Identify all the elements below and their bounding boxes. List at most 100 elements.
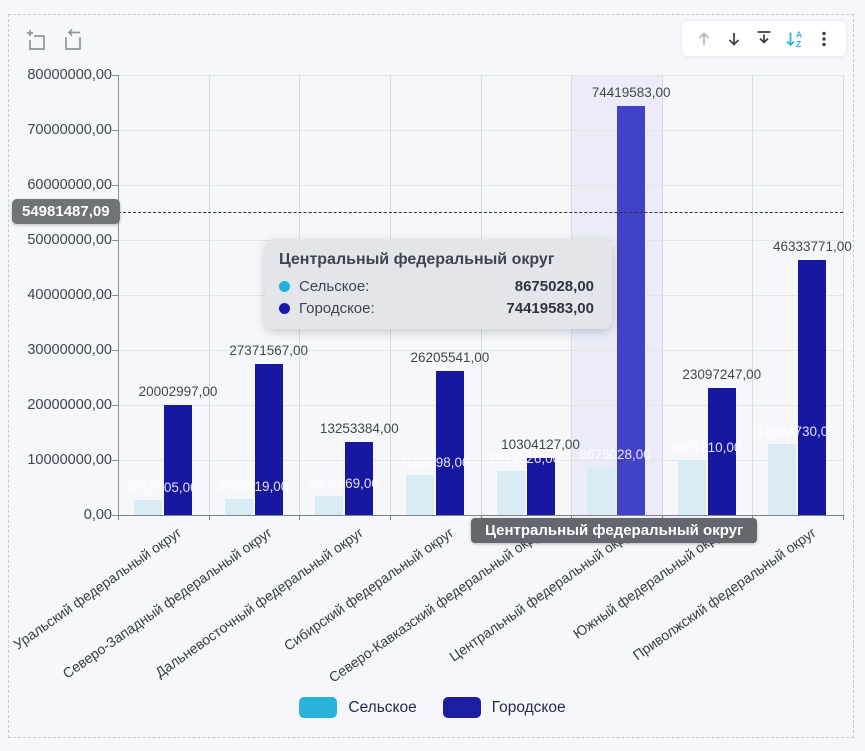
bar-urban-4[interactable] (526, 458, 555, 515)
legend-label: Сельское (348, 698, 417, 716)
y-tick (112, 405, 118, 406)
x-gridline (752, 75, 754, 515)
zoom-tools (24, 28, 84, 52)
bar-value-urban: 26205541,00 (410, 349, 490, 365)
more-menu-icon[interactable] (812, 27, 836, 51)
x-tick (480, 515, 482, 520)
bar-value-urban: 23097247,00 (682, 366, 762, 382)
x-gridline (208, 75, 210, 515)
y-tick (112, 295, 118, 296)
x-tick (843, 515, 844, 520)
bar-value-urban: 74419583,00 (591, 84, 671, 100)
zoom-area-select-icon[interactable] (24, 28, 48, 52)
bar-rural-0[interactable] (134, 499, 162, 515)
y-tick (112, 350, 118, 351)
x-gridline (661, 75, 663, 515)
y-tick (112, 460, 118, 461)
bar-urban-2[interactable] (345, 442, 374, 515)
bar-urban-5[interactable] (617, 105, 646, 515)
bar-value-urban: 20002997,00 (138, 383, 218, 399)
y-axis-line (118, 75, 119, 515)
tooltip-series-name: Городское: (299, 300, 375, 317)
legend-item-rural[interactable]: Сельское (299, 697, 417, 718)
bar-value-rural: 2815105,00 (126, 479, 198, 495)
chart-toolbar: A Z (681, 20, 847, 57)
x-axis-category-label: Центральный федеральный округ (446, 524, 638, 665)
urban-series-dot-icon (279, 303, 290, 314)
tooltip-title: Центральный федеральный округ (279, 251, 555, 268)
y-axis-label: 10000000,00 (27, 452, 112, 468)
x-tick (571, 515, 573, 520)
bar-rural-3[interactable] (405, 475, 434, 515)
bar-rural-6[interactable] (677, 460, 706, 515)
bar-rural-1[interactable] (224, 499, 253, 515)
bar-urban-7[interactable] (798, 260, 827, 515)
x-tick (389, 515, 391, 520)
y-tick (112, 75, 118, 76)
legend-item-urban[interactable]: Городское (442, 697, 566, 718)
rural-swatch-icon (299, 697, 338, 718)
bar-rural-4[interactable] (496, 471, 525, 515)
threshold-value-badge: 54981487,09 (12, 199, 120, 224)
bar-urban-3[interactable] (435, 370, 464, 515)
bar-value-rural: 3408069,00 (307, 476, 379, 492)
x-tick (299, 515, 301, 520)
x-axis-category-label: Сибирский федеральный округ (280, 524, 457, 654)
y-tick (112, 515, 118, 516)
sort-ascending-icon[interactable]: A Z (782, 27, 806, 51)
y-axis-label: 0,00 (83, 507, 112, 523)
undo-zoom-icon[interactable] (60, 28, 84, 52)
bar-value-urban: 10304127,00 (501, 437, 580, 453)
threshold-dashed-line (118, 212, 843, 213)
y-axis-label: 80000000,00 (27, 67, 112, 83)
bar-value-urban: 46333771,00 (772, 239, 852, 255)
y-axis-label: 40000000,00 (27, 287, 112, 303)
x-gridline (843, 75, 844, 515)
move-down-icon[interactable] (722, 27, 746, 51)
bar-value-rural: 8675028,00 (579, 447, 651, 463)
y-axis-label: 70000000,00 (27, 122, 112, 138)
bar-value-rural: 7974626,00 (488, 451, 561, 467)
bar-rural-2[interactable] (315, 496, 344, 515)
rural-series-dot-icon (279, 281, 290, 292)
y-tick (112, 130, 118, 131)
x-axis-category-label: Уральский федеральный округ (10, 524, 185, 653)
download-icon[interactable] (752, 27, 776, 51)
svg-text:A: A (796, 29, 802, 39)
tooltip-series-value: 74419583,00 (506, 300, 594, 317)
tooltip: Центральный федеральный округ Сельское: … (265, 239, 612, 329)
highlighted-category-badge: Центральный федеральный округ (471, 518, 758, 543)
bar-urban-0[interactable] (164, 404, 192, 515)
bar-value-rural: 7182298,00 (398, 455, 470, 471)
y-axis-label: 30000000,00 (27, 342, 112, 358)
bar-value-urban: 13253384,00 (319, 421, 399, 437)
x-axis-category-label: Приволжский федеральный округ (629, 524, 819, 664)
bar-value-rural: 12884730,00 (756, 424, 836, 440)
bar-value-urban: 27371567,00 (229, 343, 309, 359)
x-tick (208, 515, 210, 520)
tooltip-series-value: 8675028,00 (514, 278, 594, 295)
bar-value-rural: 2908619,00 (216, 479, 289, 494)
bar-rural-5[interactable] (587, 467, 616, 515)
y-axis-label: 60000000,00 (27, 177, 112, 193)
x-tick (118, 515, 119, 520)
bar-rural-7[interactable] (768, 444, 797, 515)
tooltip-row-rural: Сельское: 8675028,00 (279, 278, 594, 295)
legend: Сельское Городское (0, 697, 865, 718)
x-tick (661, 515, 663, 520)
move-up-icon[interactable] (692, 27, 716, 51)
bar-value-rural: 9981210,00 (670, 440, 742, 456)
x-tick (752, 515, 754, 520)
svg-text:Z: Z (796, 39, 801, 49)
tooltip-row-urban: Городское: 74419583,00 (279, 300, 594, 317)
bar-urban-1[interactable] (254, 364, 283, 515)
y-tick (112, 240, 118, 241)
tooltip-series-name: Сельское: (299, 278, 370, 295)
bar-urban-6[interactable] (707, 387, 736, 515)
urban-swatch-icon (442, 697, 481, 718)
y-tick (112, 185, 118, 186)
x-axis-line (118, 515, 843, 516)
legend-label: Городское (491, 698, 566, 716)
